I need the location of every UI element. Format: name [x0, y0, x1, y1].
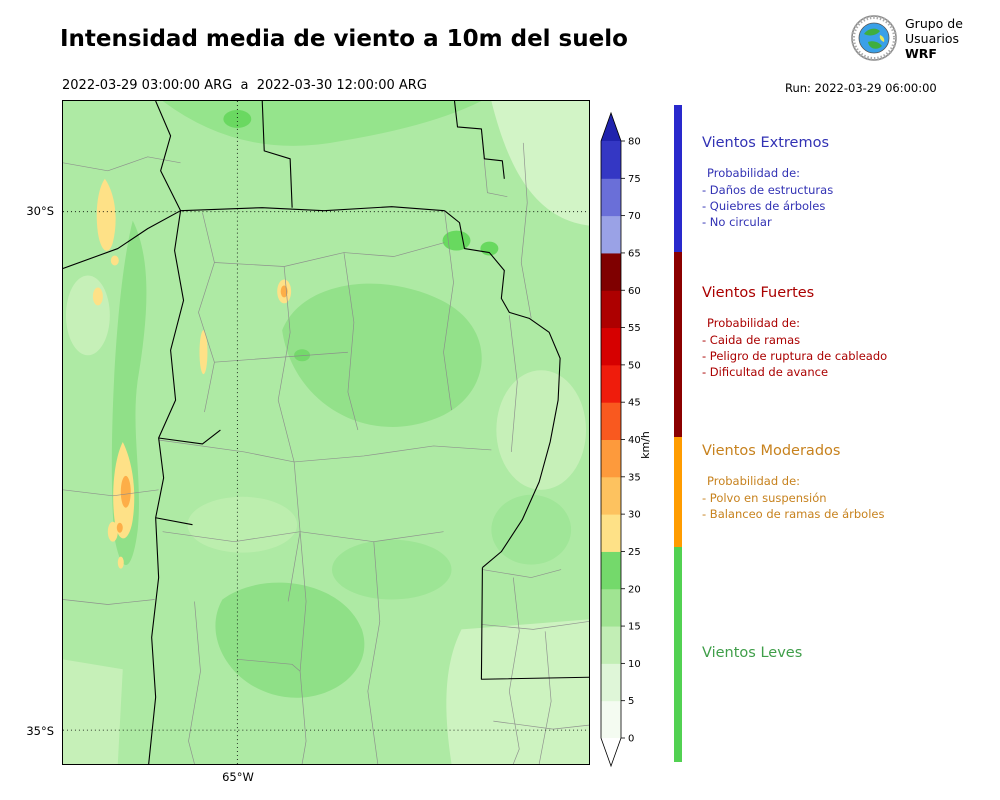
lat-label-30s: 30°S — [26, 204, 54, 218]
logo-line-1: Grupo de — [905, 15, 963, 31]
colorbar-segment — [601, 290, 621, 329]
colorbar-tick-label: 15 — [628, 622, 641, 633]
probability-item: - Daños de estructuras — [702, 183, 834, 197]
colorbar-tick-label: 50 — [628, 360, 641, 371]
logo-line-2: Usuarios — [905, 30, 960, 46]
category-title: Vientos Moderados — [702, 443, 841, 459]
map-canvas — [63, 101, 589, 764]
colorbar-tick-label: 75 — [628, 174, 641, 185]
colorbar-segment — [601, 700, 621, 739]
colorbar-segment — [601, 663, 621, 702]
colorbar: km/h 0 5 10 15 20 25 30 35 40 45 50 55 60 65 70 75 80 — [600, 111, 652, 768]
colorbar-tick-label: 10 — [628, 659, 641, 670]
colorbar-segment — [601, 514, 621, 552]
colorbar-tick-label: 35 — [628, 472, 641, 483]
legend-category-leves: Vientos Leves — [702, 645, 802, 675]
lat-label-35s: 35°S — [26, 724, 54, 738]
colorbar-tick-label: 80 — [628, 137, 641, 148]
probability-item: - Balanceo de ramas de árboles — [702, 507, 885, 521]
colorbar-unit-label: km/h — [639, 431, 652, 459]
colorbar-tick-label: 70 — [628, 211, 641, 222]
probability-heading: Probabilidad de: — [707, 166, 801, 180]
category-title: Vientos Fuertes — [702, 285, 815, 301]
colorbar-segment — [601, 551, 621, 590]
legend-color-strip — [674, 105, 682, 762]
colorbar-tick-label: 0 — [628, 734, 634, 745]
probability-item: - No circular — [702, 215, 772, 229]
legend-category-moderados: Vientos Moderados Probabilidad de: - Pol… — [702, 443, 884, 522]
wrf-logo: Grupo de Usuarios WRF — [850, 14, 963, 62]
colorbar-tick-label: 25 — [628, 547, 641, 558]
run-label: Run: 2022-03-29 06:00:00 — [785, 81, 937, 95]
colorbar-tick-label: 20 — [628, 584, 641, 595]
colorbar-segment — [601, 141, 621, 179]
wrf-logo-text: Grupo de Usuarios WRF — [905, 16, 963, 61]
colorbar-segment — [601, 588, 621, 627]
colorbar-over-arrow — [601, 113, 621, 141]
page-title: Intensidad media de viento a 10m del sue… — [60, 26, 628, 52]
category-title: Vientos Extremos — [702, 135, 830, 151]
lon-label-65w: 65°W — [222, 770, 254, 784]
colorbar-tick-label: 65 — [628, 248, 641, 259]
probability-heading: Probabilidad de: — [707, 474, 801, 488]
colorbar-tick-label: 5 — [628, 696, 634, 707]
category-title: Vientos Leves — [702, 645, 803, 661]
logo-line-3: WRF — [905, 45, 937, 61]
probability-item: - Peligro de ruptura de cableado — [702, 349, 888, 363]
colorbar-tick-label: 55 — [628, 323, 641, 334]
colorbar-segment — [601, 178, 621, 217]
colorbar-segment — [601, 626, 621, 664]
colorbar-segment — [601, 215, 621, 254]
legend: Vientos Extremos Probabilidad de: - Daño… — [672, 105, 998, 765]
wind-intensity-map — [62, 100, 590, 765]
colorbar-under-arrow — [601, 738, 621, 766]
probability-heading: Probabilidad de: — [707, 316, 801, 330]
time-range-label: 2022-03-29 03:00:00 ARG a 2022-03-30 12:… — [62, 78, 427, 93]
colorbar-tick-label: 40 — [628, 435, 641, 446]
legend-category-fuertes: Vientos Fuertes Probabilidad de: - Caida… — [702, 285, 887, 380]
colorbar-tick-label: 30 — [628, 510, 641, 521]
probability-item: - Polvo en suspensión — [702, 491, 827, 505]
wrf-logo-globe-icon — [851, 15, 897, 61]
colorbar-segment — [601, 327, 621, 366]
probability-item: - Quiebres de árboles — [702, 199, 826, 213]
legend-category-extremos: Vientos Extremos Probabilidad de: - Daño… — [702, 135, 833, 230]
probability-item: - Dificultad de avance — [702, 365, 829, 379]
colorbar-segment — [601, 402, 621, 440]
colorbar-segment — [601, 476, 621, 515]
colorbar-tick-label: 45 — [628, 398, 641, 409]
colorbar-segment — [601, 439, 621, 478]
probability-item: - Caida de ramas — [702, 333, 801, 347]
colorbar-segment — [601, 252, 621, 291]
colorbar-segment — [601, 364, 621, 403]
colorbar-tick-label: 60 — [628, 286, 641, 297]
